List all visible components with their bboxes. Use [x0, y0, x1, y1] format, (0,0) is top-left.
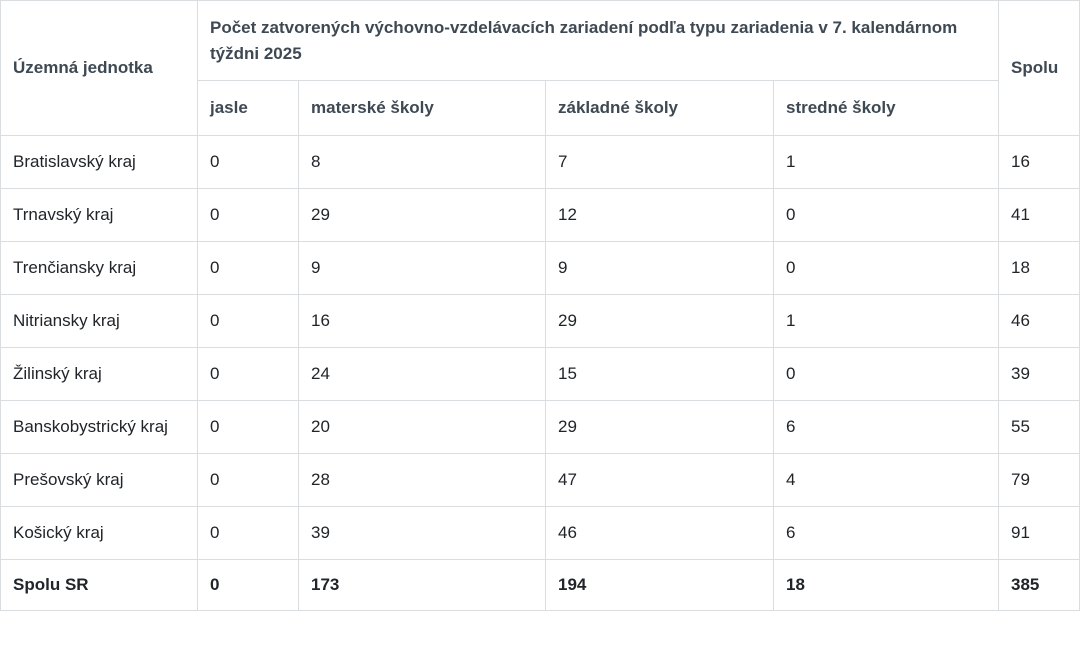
table-row: Žilinský kraj 0 24 15 0 39 — [0, 347, 1080, 401]
table-total-row: Spolu SR 0 173 194 18 385 — [0, 559, 1080, 611]
value-cell: 0 — [197, 506, 299, 560]
region-cell: Žilinský kraj — [0, 347, 198, 401]
table-row: Banskobystrický kraj 0 20 29 6 55 — [0, 400, 1080, 454]
column-header-stredne-skoly: stredné školy — [773, 80, 999, 136]
value-cell: 16 — [298, 294, 546, 348]
total-cell: 18 — [998, 241, 1080, 295]
region-cell: Spolu SR — [0, 559, 198, 611]
table-row: Trenčiansky kraj 0 9 9 0 18 — [0, 241, 1080, 295]
column-header-zakladne-skoly: základné školy — [545, 80, 774, 136]
total-cell: 46 — [998, 294, 1080, 348]
value-cell: 0 — [773, 241, 999, 295]
value-cell: 6 — [773, 506, 999, 560]
table-row: Košický kraj 0 39 46 6 91 — [0, 506, 1080, 560]
value-cell: 29 — [298, 188, 546, 242]
region-cell: Bratislavský kraj — [0, 135, 198, 189]
total-cell: 16 — [998, 135, 1080, 189]
value-cell: 173 — [298, 559, 546, 611]
column-header-materske-skoly: materské školy — [298, 80, 546, 136]
total-cell: 39 — [998, 347, 1080, 401]
value-cell: 0 — [773, 188, 999, 242]
value-cell: 0 — [197, 294, 299, 348]
total-cell: 91 — [998, 506, 1080, 560]
total-column-header: Spolu — [998, 0, 1080, 136]
value-cell: 0 — [197, 347, 299, 401]
region-cell: Trnavský kraj — [0, 188, 198, 242]
value-cell: 0 — [197, 135, 299, 189]
value-cell: 12 — [545, 188, 774, 242]
region-cell: Košický kraj — [0, 506, 198, 560]
value-cell: 0 — [197, 188, 299, 242]
value-cell: 194 — [545, 559, 774, 611]
row-header-cell: Územná jednotka — [0, 0, 198, 136]
value-cell: 18 — [773, 559, 999, 611]
region-cell: Trenčiansky kraj — [0, 241, 198, 295]
value-cell: 47 — [545, 453, 774, 507]
value-cell: 0 — [197, 400, 299, 454]
value-cell: 0 — [197, 453, 299, 507]
total-cell: 41 — [998, 188, 1080, 242]
value-cell: 0 — [197, 241, 299, 295]
column-header-jasle: jasle — [197, 80, 299, 136]
title-row: Územná jednotka Počet zatvorených výchov… — [0, 0, 1080, 136]
value-cell: 24 — [298, 347, 546, 401]
value-cell: 29 — [545, 294, 774, 348]
region-cell: Nitriansky kraj — [0, 294, 198, 348]
value-cell: 8 — [298, 135, 546, 189]
value-cell: 0 — [773, 347, 999, 401]
region-cell: Banskobystrický kraj — [0, 400, 198, 454]
table-row: Nitriansky kraj 0 16 29 1 46 — [0, 294, 1080, 348]
region-cell: Prešovský kraj — [0, 453, 198, 507]
value-cell: 39 — [298, 506, 546, 560]
value-cell: 9 — [298, 241, 546, 295]
table-row: Trnavský kraj 0 29 12 0 41 — [0, 188, 1080, 242]
value-cell: 7 — [545, 135, 774, 189]
value-cell: 1 — [773, 294, 999, 348]
value-cell: 29 — [545, 400, 774, 454]
column-header-row: jasle materské školy základné školy stre… — [1, 80, 1080, 136]
closed-facilities-table: Územná jednotka Počet zatvorených výchov… — [0, 0, 1080, 611]
value-cell: 6 — [773, 400, 999, 454]
value-cell: 1 — [773, 135, 999, 189]
table-title: Počet zatvorených výchovno-vzdelávacích … — [197, 0, 999, 81]
total-cell: 79 — [998, 453, 1080, 507]
table-body: Bratislavský kraj 0 8 7 1 16 Trnavský kraj 0 29 1… — [0, 135, 1080, 611]
table-header: Územná jednotka Počet zatvorených výchov… — [0, 0, 1080, 136]
table-row: Prešovský kraj 0 28 47 4 79 — [0, 453, 1080, 507]
value-cell: 46 — [545, 506, 774, 560]
value-cell: 0 — [197, 559, 299, 611]
total-cell: 55 — [998, 400, 1080, 454]
total-cell: 385 — [998, 559, 1080, 611]
value-cell: 15 — [545, 347, 774, 401]
table-row: Bratislavský kraj 0 8 7 1 16 — [0, 135, 1080, 189]
value-cell: 4 — [773, 453, 999, 507]
value-cell: 9 — [545, 241, 774, 295]
value-cell: 20 — [298, 400, 546, 454]
value-cell: 28 — [298, 453, 546, 507]
